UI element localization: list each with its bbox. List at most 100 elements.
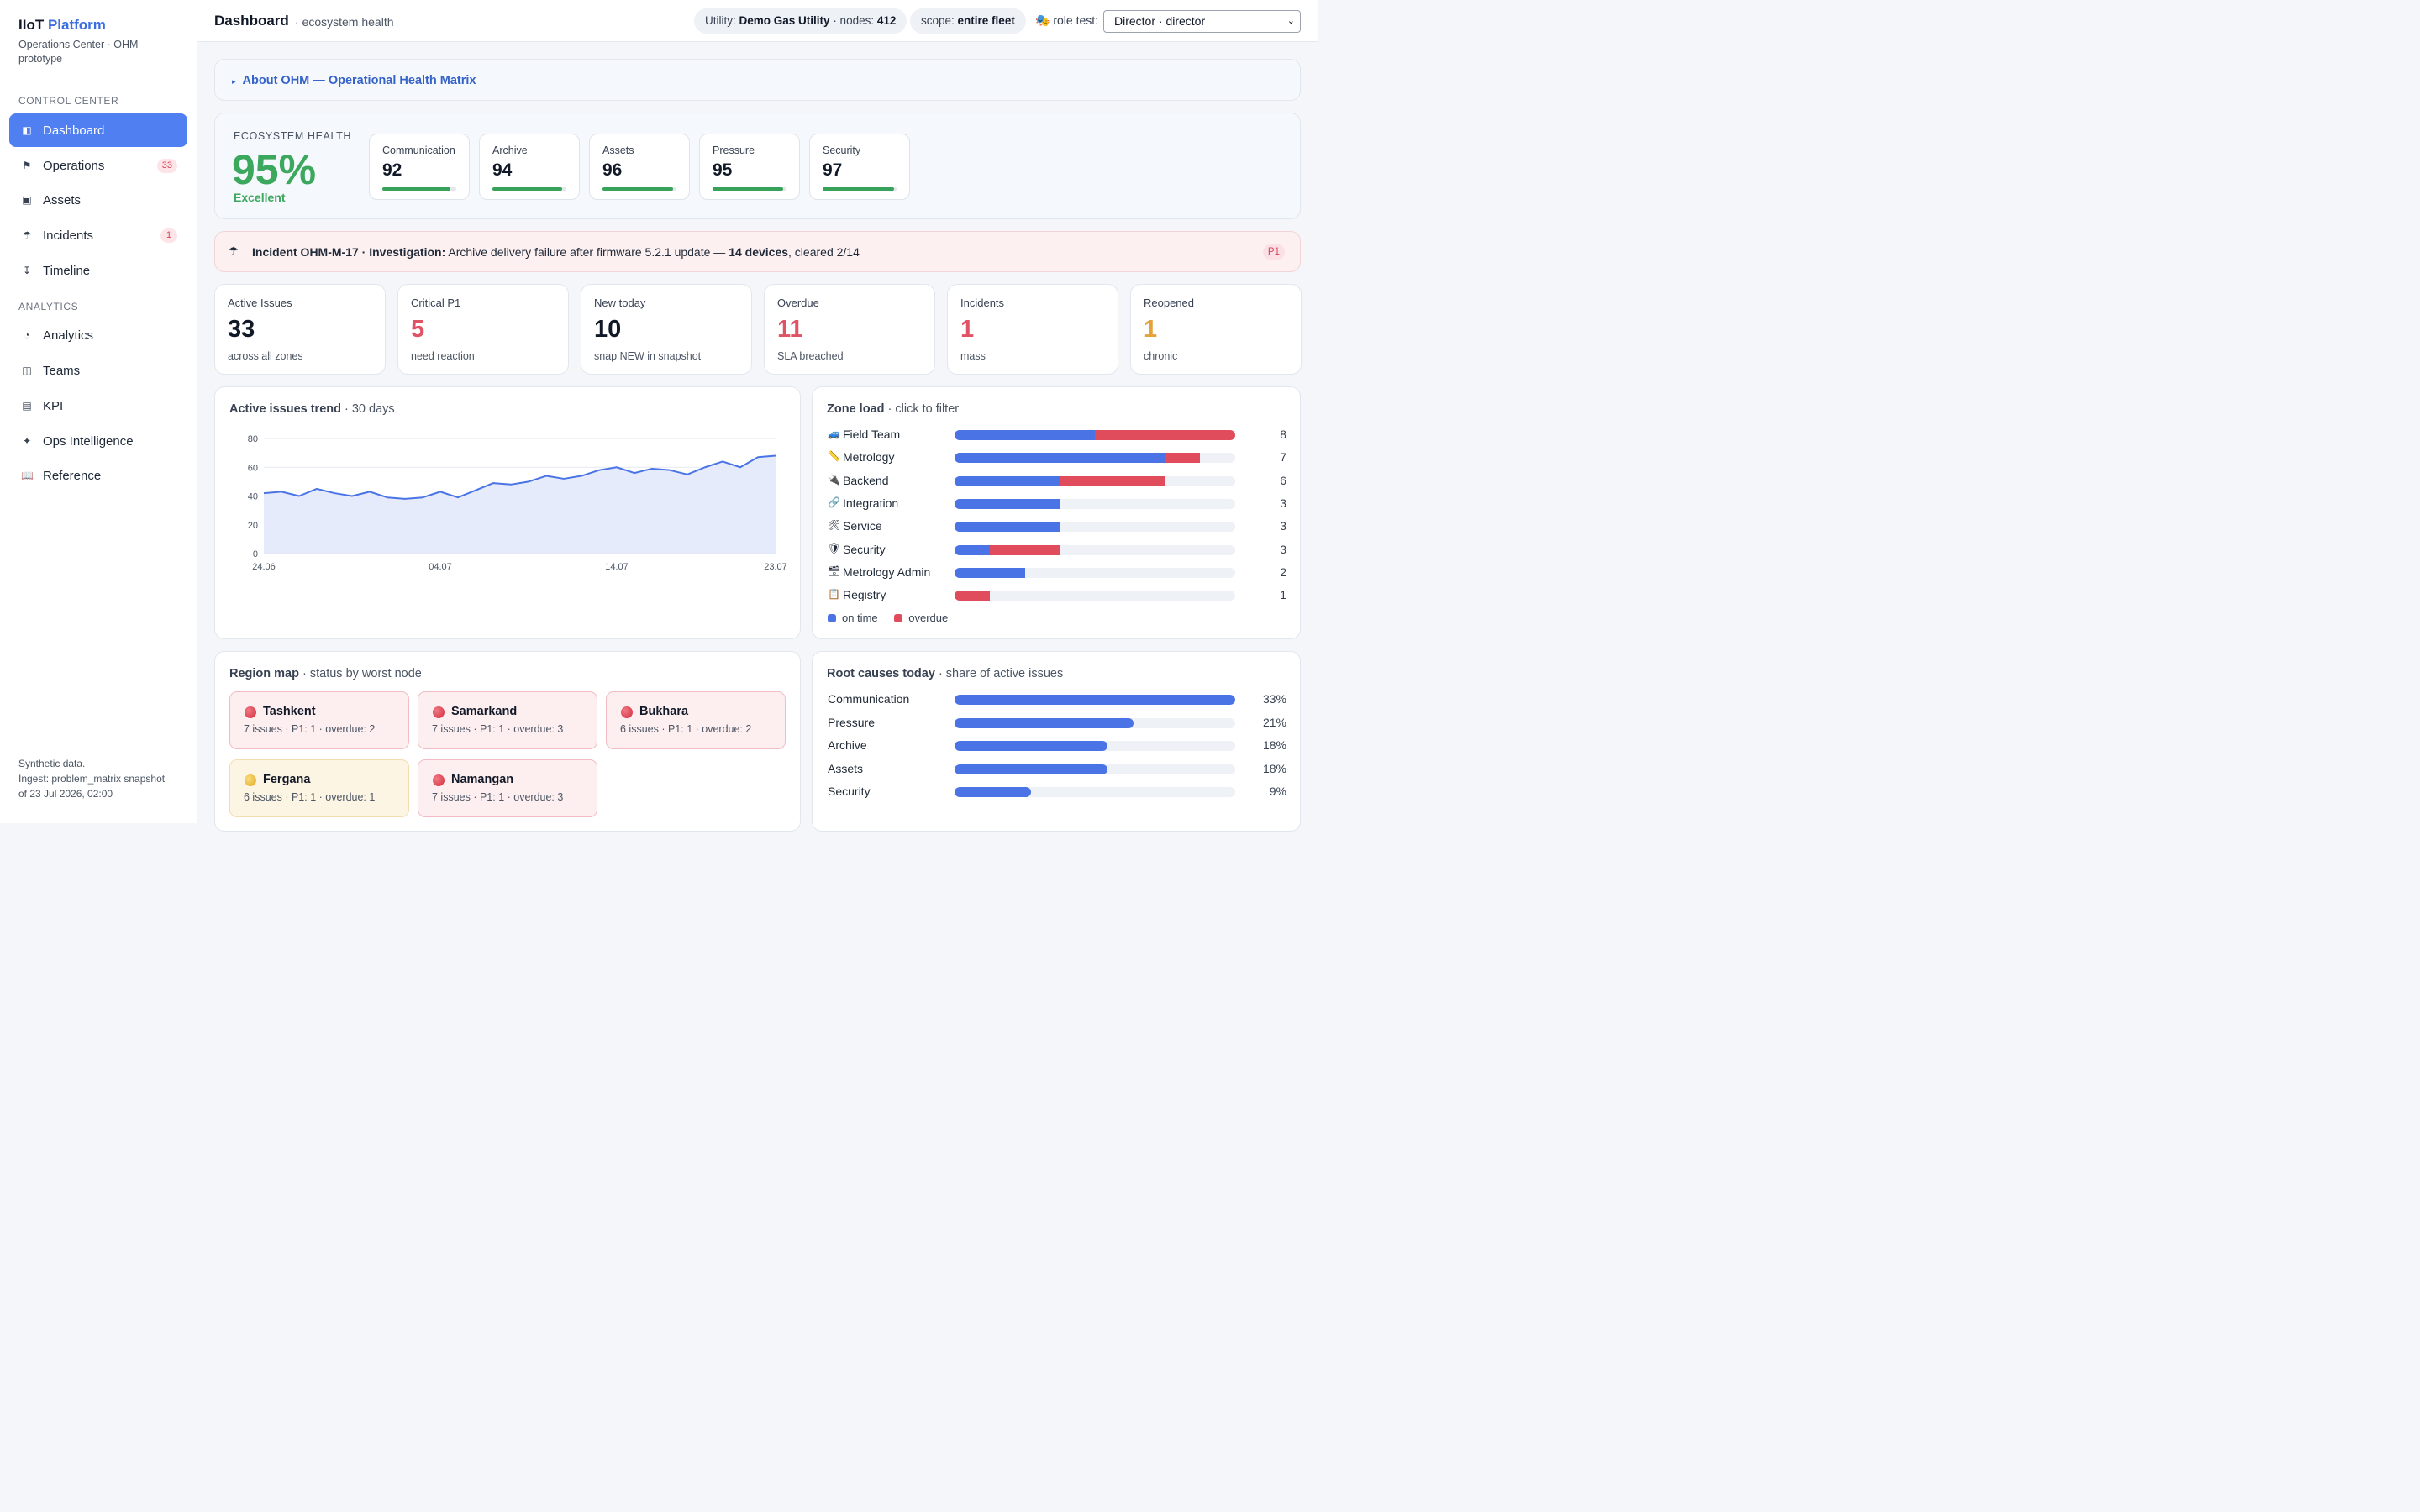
zone-bar-track <box>955 475 1235 486</box>
health-metric-archive[interactable]: Archive 94 <box>479 134 580 200</box>
theater-mask-icon: 🎭 <box>1035 13 1050 27</box>
sidebar-item-ops-intelligence[interactable]: ✦ Ops Intelligence <box>9 424 187 458</box>
region-card-fergana[interactable]: Fergana 6 issues · P1: 1 · overdue: 1 <box>229 759 409 817</box>
stat-card-reopened[interactable]: Reopened 1 chronic <box>1130 284 1302 375</box>
stat-value: 33 <box>228 316 255 343</box>
page-subtitle: · ecosystem health <box>295 15 394 29</box>
stat-subtext: SLA breached <box>777 350 844 362</box>
stat-card-overdue[interactable]: Overdue 11 SLA breached <box>764 284 935 375</box>
root-cause-row-communication[interactable]: Communication 33% <box>828 691 1286 708</box>
root-cause-row-security[interactable]: Security 9% <box>828 784 1286 801</box>
sidebar-item-reference[interactable]: 📖 Reference <box>9 459 187 492</box>
stat-card-new-today[interactable]: New today 10 snap NEW in snapshot <box>581 284 752 375</box>
stat-card-incidents[interactable]: Incidents 1 mass <box>947 284 1118 375</box>
stat-card-critical-p1[interactable]: Critical P1 5 need reaction <box>397 284 569 375</box>
region-title-sub: · status by worst node <box>302 667 422 680</box>
stat-value: 5 <box>411 316 425 343</box>
brand-subtitle: Operations Center · OHM prototype <box>18 39 139 65</box>
tools-icon: 🛠 <box>828 519 841 532</box>
zone-count: 3 <box>1280 519 1286 533</box>
zone-bar-on-time <box>955 475 1060 486</box>
region-info: 7 issues · P1: 1 · overdue: 2 <box>244 723 376 735</box>
region-card-tashkent[interactable]: Tashkent 7 issues · P1: 1 · overdue: 2 <box>229 691 409 749</box>
zone-row-service[interactable]: 🛠 Service 3 <box>828 518 1286 535</box>
health-metric-pressure[interactable]: Pressure 95 <box>699 134 800 200</box>
region-card-namangan[interactable]: Namangan 7 issues · P1: 1 · overdue: 3 <box>418 759 597 817</box>
eco-health-grade: Excellent <box>234 191 286 204</box>
health-metric-communication[interactable]: Communication 92 <box>369 134 470 200</box>
region-name: Bukhara <box>639 705 689 718</box>
box-icon: ▣ <box>22 194 32 206</box>
root-cause-name: Archive <box>828 738 867 752</box>
zone-name: Security <box>843 542 886 556</box>
footer-line: Synthetic data. <box>18 758 86 769</box>
stat-label: Incidents <box>960 297 1005 309</box>
health-metric-assets[interactable]: Assets 96 <box>589 134 690 200</box>
metric-bar-fill <box>823 187 895 191</box>
root-cause-bar-track <box>955 741 1235 751</box>
zone-row-metrology[interactable]: 📏 Metrology 7 <box>828 449 1286 466</box>
about-label-wrap: ▸ About OHM — Operational Health Matrix <box>232 74 476 87</box>
zone-count: 8 <box>1280 428 1286 441</box>
zone-bar-track <box>955 453 1235 464</box>
zone-title-sub: · click to filter <box>887 402 960 416</box>
zone-row-metrology-admin[interactable]: 🗃 Metrology Admin 2 <box>828 564 1286 581</box>
sidebar-item-timeline[interactable]: ↧ Timeline <box>9 254 187 287</box>
status-dot-icon <box>621 706 633 718</box>
region-card-samarkand[interactable]: Samarkand 7 issues · P1: 1 · overdue: 3 <box>418 691 597 749</box>
region-name: Tashkent <box>263 705 316 718</box>
incident-description: Archive delivery failure after firmware … <box>448 245 726 259</box>
zone-row-security[interactable]: 🛡 Security 3 <box>828 542 1286 559</box>
about-ohm-disclosure[interactable]: ▸ About OHM — Operational Health Matrix <box>214 59 1301 101</box>
root-cause-share: 18% <box>1262 761 1286 775</box>
zone-row-backend[interactable]: 🔌 Backend 6 <box>828 473 1286 490</box>
health-metric-security[interactable]: Security 97 <box>809 134 910 200</box>
x-tick-label: 23.07 <box>764 562 787 572</box>
sidebar-item-teams[interactable]: ◫ Teams <box>9 354 187 387</box>
y-tick-label: 20 <box>248 521 258 531</box>
panel-icon: ◧ <box>22 124 32 136</box>
root-cause-row-assets[interactable]: Assets 18% <box>828 761 1286 778</box>
root-cause-row-pressure[interactable]: Pressure 21% <box>828 715 1286 732</box>
x-tick-label: 14.07 <box>605 562 629 572</box>
zone-name: Metrology <box>843 450 895 465</box>
metric-name: Archive <box>492 144 528 156</box>
incident-banner[interactable]: ☂ Incident OHM-M-17 · Investigation: Arc… <box>214 231 1301 272</box>
brand-logo[interactable]: IIoT Platform <box>18 17 106 34</box>
region-info: 6 issues · P1: 1 · overdue: 1 <box>244 791 376 803</box>
metric-bar-fill <box>382 187 450 191</box>
role-select[interactable]: Director · director ⌄ <box>1103 10 1301 33</box>
status-dot-icon <box>433 774 445 786</box>
nav-section-control-center: CONTROL CENTER <box>18 95 119 107</box>
columns-icon: ◫ <box>22 365 32 376</box>
flag-icon: ⚑ <box>22 160 32 171</box>
stat-value: 11 <box>777 316 803 343</box>
zone-count: 6 <box>1280 473 1286 487</box>
region-info: 6 issues · P1: 1 · overdue: 2 <box>620 723 752 735</box>
stat-label: Critical P1 <box>411 297 461 309</box>
clipboard-icon: 📋 <box>828 588 840 601</box>
zone-bar-overdue <box>989 544 1060 555</box>
zone-bar-track <box>955 430 1235 440</box>
stat-value: 1 <box>960 316 975 343</box>
storm-icon: ☂ <box>22 229 32 241</box>
sidebar-item-incidents[interactable]: ☂ Incidents 1 <box>9 218 187 252</box>
root-cause-row-archive[interactable]: Archive 18% <box>828 738 1286 754</box>
sidebar-item-label: Reference <box>43 468 102 483</box>
zone-row-integration[interactable]: 🔗 Integration 3 <box>828 496 1286 512</box>
region-card-bukhara[interactable]: Bukhara 6 issues · P1: 1 · overdue: 2 <box>606 691 786 749</box>
zone-bar-track <box>955 498 1235 509</box>
root-cause-bar-track <box>955 717 1235 728</box>
sidebar-item-assets[interactable]: ▣ Assets <box>9 183 187 217</box>
sidebar-item-kpi[interactable]: ▤ KPI <box>9 389 187 423</box>
zone-row-registry[interactable]: 📋 Registry 1 <box>828 587 1286 604</box>
sidebar-item-analytics[interactable]: ◔ Analytics <box>9 318 187 352</box>
trend-title: Active issues trend · 30 days <box>229 402 395 416</box>
sidebar-item-dashboard[interactable]: ◧ Dashboard <box>9 113 187 147</box>
zone-row-field-team[interactable]: 🚙 Field Team 8 <box>828 427 1286 444</box>
scope-pill[interactable]: scope: entire fleet <box>910 8 1026 34</box>
sidebar-item-operations[interactable]: ⚑ Operations 33 <box>9 149 187 182</box>
stat-card-active-issues[interactable]: Active Issues 33 across all zones <box>214 284 386 375</box>
metric-bar-track <box>602 187 676 191</box>
top-header: Dashboard · ecosystem health Utility: De… <box>197 0 1318 42</box>
